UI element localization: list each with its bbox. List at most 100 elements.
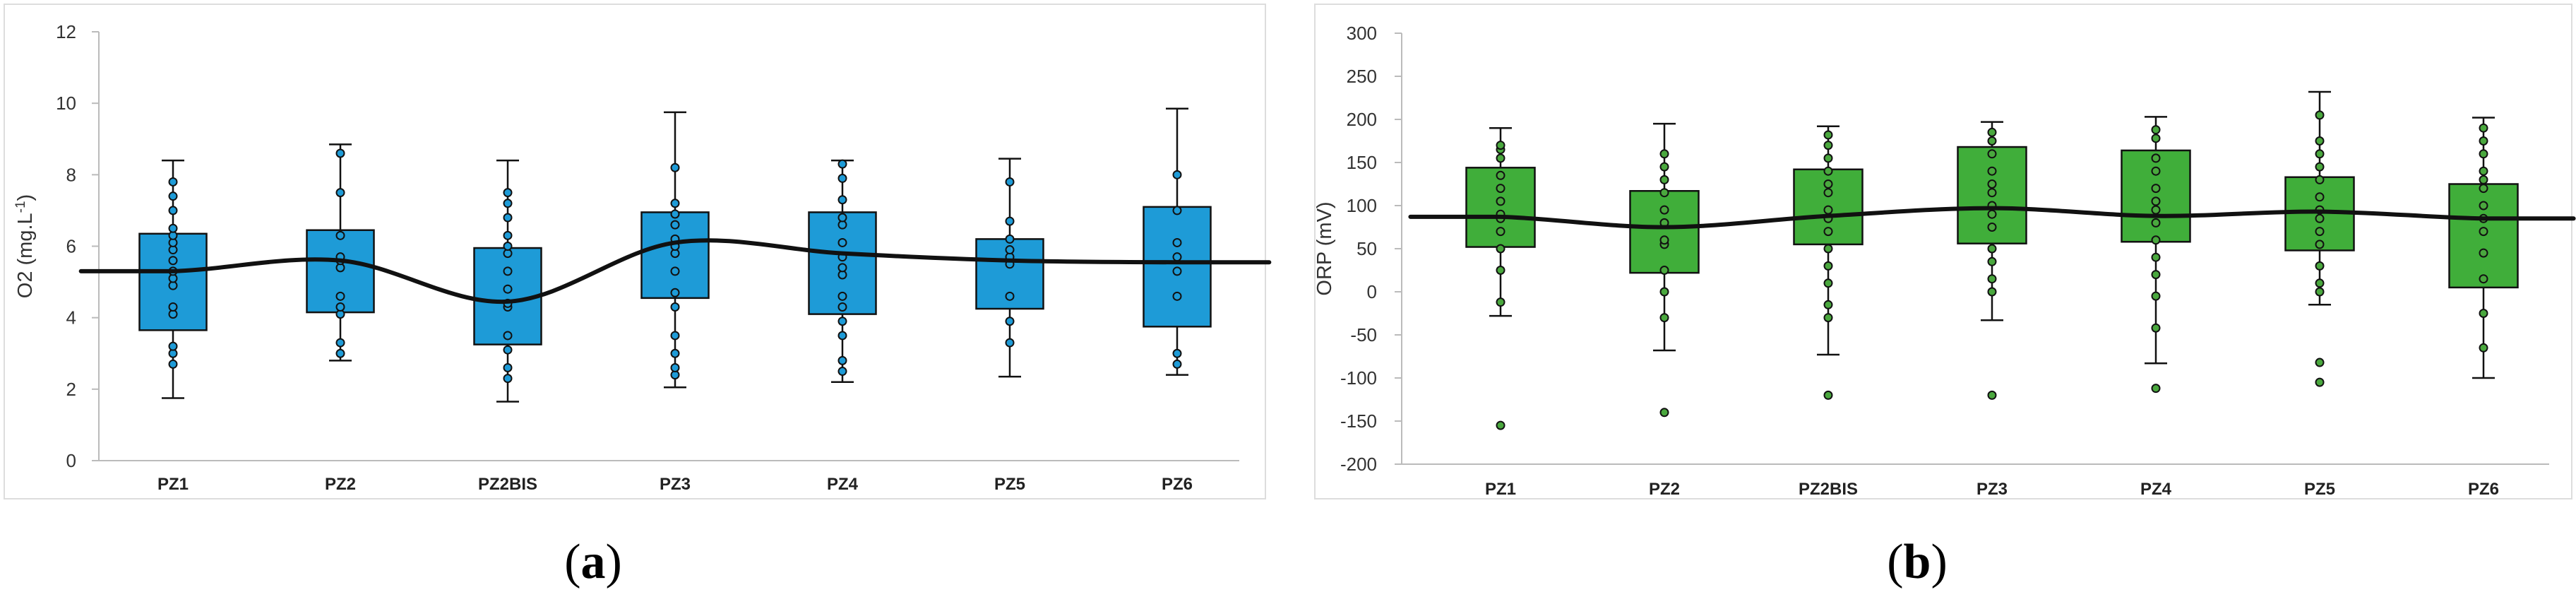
data-point xyxy=(168,341,178,351)
data-point xyxy=(1659,205,1669,215)
data-point xyxy=(2315,192,2325,202)
data-point xyxy=(2151,291,2161,301)
data-point xyxy=(2151,153,2161,163)
x-tick-label: PZ4 xyxy=(2140,480,2172,499)
data-point xyxy=(2315,149,2325,159)
data-point xyxy=(2151,384,2161,394)
y-tick-label: -150 xyxy=(1340,410,1377,432)
data-point xyxy=(2479,227,2488,237)
data-point xyxy=(1823,188,1833,198)
data-point xyxy=(1172,348,1182,358)
data-point xyxy=(1496,266,1505,275)
data-point xyxy=(670,199,680,208)
y-tick-label: 10 xyxy=(56,93,76,114)
data-point xyxy=(335,338,345,348)
y-tick-label: 12 xyxy=(56,21,76,42)
median-trend-line xyxy=(1408,206,2576,230)
data-point xyxy=(2315,240,2325,249)
box-pz3 xyxy=(1957,121,2027,400)
data-point xyxy=(1823,179,1833,189)
data-point xyxy=(1659,149,1669,159)
data-point xyxy=(2315,175,2325,184)
data-point xyxy=(503,213,513,223)
x-tick-label: PZ3 xyxy=(660,475,691,494)
data-point xyxy=(168,223,178,233)
data-point xyxy=(670,288,680,297)
data-point xyxy=(503,242,513,251)
data-point xyxy=(2315,136,2325,146)
data-point xyxy=(1659,188,1669,198)
data-point xyxy=(1005,291,1015,301)
panel-label: (b) xyxy=(1887,535,1948,589)
box-pz3 xyxy=(640,111,710,389)
median-trend-line xyxy=(78,238,1272,304)
data-point xyxy=(2479,309,2488,318)
data-point xyxy=(837,237,847,247)
data-point xyxy=(2151,235,2161,245)
data-point xyxy=(2479,175,2488,184)
y-tick-label: 6 xyxy=(66,236,76,257)
data-point xyxy=(1172,291,1182,301)
data-point xyxy=(1005,234,1015,244)
box-pz4 xyxy=(2121,116,2191,394)
data-point xyxy=(1823,300,1833,309)
data-point xyxy=(168,191,178,201)
data-point xyxy=(2151,134,2161,143)
y-tick-label: -200 xyxy=(1340,454,1377,475)
data-point xyxy=(2479,274,2488,284)
data-point xyxy=(503,266,513,276)
data-point xyxy=(1005,177,1015,187)
data-point xyxy=(670,362,680,372)
data-point xyxy=(837,302,847,312)
data-point xyxy=(837,159,847,169)
data-point xyxy=(1823,130,1833,140)
data-point xyxy=(2479,248,2488,258)
data-point xyxy=(670,266,680,276)
data-point xyxy=(1659,175,1669,184)
x-tick-label: PZ3 xyxy=(1976,480,2008,499)
data-point xyxy=(1823,390,1833,400)
data-point xyxy=(1496,153,1505,163)
data-point xyxy=(503,188,513,198)
data-point xyxy=(1659,287,1669,297)
data-point xyxy=(1987,166,1997,176)
data-point xyxy=(335,188,345,198)
data-point xyxy=(1823,313,1833,323)
x-tick-label: PZ4 xyxy=(827,475,859,494)
data-point xyxy=(168,177,178,187)
data-point xyxy=(1659,266,1669,275)
y-tick-label: 4 xyxy=(66,307,76,329)
data-point xyxy=(1172,359,1182,369)
data-point xyxy=(2315,377,2325,387)
y-tick-label: -100 xyxy=(1340,367,1377,389)
data-point xyxy=(2479,123,2488,133)
data-point xyxy=(1659,313,1669,323)
data-point xyxy=(2151,270,2161,280)
data-point xyxy=(2479,201,2488,211)
data-point xyxy=(1659,408,1669,418)
data-point xyxy=(1496,227,1505,237)
data-point xyxy=(1172,237,1182,247)
data-point xyxy=(1496,170,1505,180)
data-point xyxy=(1987,390,1997,400)
x-tick-label: PZ1 xyxy=(1485,480,1516,499)
data-point xyxy=(2479,166,2488,176)
data-point xyxy=(837,291,847,301)
data-point xyxy=(1987,223,1997,232)
x-tick-label: PZ1 xyxy=(157,475,189,494)
box-pz6 xyxy=(2448,117,2519,379)
data-point xyxy=(1987,209,1997,219)
x-tick-label: PZ2BIS xyxy=(478,475,537,494)
data-point xyxy=(503,199,513,208)
data-point xyxy=(1496,420,1505,430)
y-tick-label: 250 xyxy=(1347,66,1377,87)
data-point xyxy=(335,348,345,358)
data-point xyxy=(837,367,847,377)
data-point xyxy=(2151,205,2161,215)
data-point xyxy=(837,263,847,273)
data-point xyxy=(1823,244,1833,254)
data-point xyxy=(2479,184,2488,194)
y-tick-label: 2 xyxy=(66,379,76,400)
data-point xyxy=(670,209,680,219)
data-point xyxy=(1172,252,1182,262)
